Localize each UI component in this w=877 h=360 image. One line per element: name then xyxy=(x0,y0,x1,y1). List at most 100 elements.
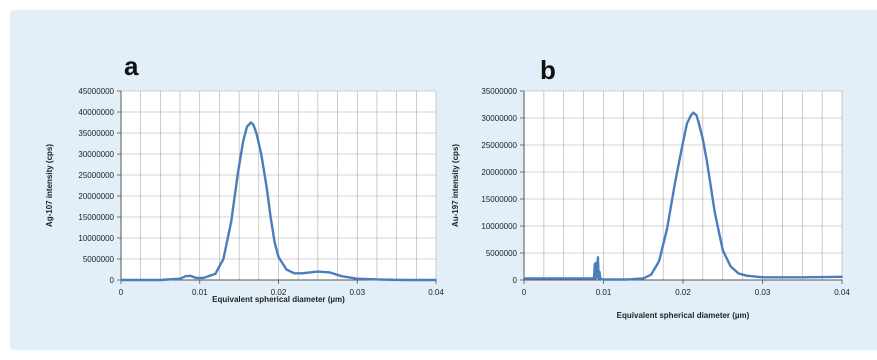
y-tick-label: 45000000 xyxy=(78,87,114,96)
y-tick-label: 5000000 xyxy=(83,255,115,264)
y-axis-title: Ag-107 intensity (cps) xyxy=(45,144,54,227)
y-tick-label: 40000000 xyxy=(78,108,114,117)
data-point xyxy=(523,277,525,280)
x-tick-label: 0.02 xyxy=(271,288,287,297)
data-point xyxy=(285,268,288,271)
data-point xyxy=(316,270,319,273)
data-point xyxy=(737,272,740,275)
y-axis-title: Au-197 intensity (cps) xyxy=(451,144,460,227)
y-tick-label: 25000000 xyxy=(78,171,114,180)
data-point xyxy=(593,277,595,280)
data-point xyxy=(642,277,645,280)
data-point xyxy=(698,122,700,125)
y-tick-label: 10000000 xyxy=(481,222,517,231)
data-point xyxy=(269,216,272,218)
chart-a: 0 5000000 10000000 15000000 20000000 25000000… xyxy=(45,51,444,304)
data-point xyxy=(356,277,359,280)
x-tick-label: 0.03 xyxy=(349,288,365,297)
data-point xyxy=(801,276,804,279)
y-tick-label: 0 xyxy=(513,276,518,285)
x-axis-title: Equivalent spherical diameter (µm) xyxy=(212,295,345,304)
data-point xyxy=(250,121,252,124)
x-tick-label: 0.02 xyxy=(675,288,691,297)
data-point xyxy=(690,114,692,117)
data-point xyxy=(340,275,343,278)
data-point xyxy=(598,271,601,273)
data-point xyxy=(189,274,192,277)
y-tick-label: 10000000 xyxy=(78,234,114,243)
y-tick-label: 0 xyxy=(110,276,115,285)
data-point xyxy=(721,249,724,252)
data-point xyxy=(403,279,406,281)
data-point xyxy=(597,277,600,280)
data-point xyxy=(650,273,653,276)
y-tick-label: 15000000 xyxy=(481,195,517,204)
y-tick-label: 5000000 xyxy=(486,249,518,258)
data-point xyxy=(705,160,708,163)
data-point xyxy=(222,258,225,260)
data-point xyxy=(202,277,205,279)
data-point xyxy=(761,276,764,279)
data-point xyxy=(595,261,598,264)
data-point xyxy=(658,260,661,262)
y-tick-label: 15000000 xyxy=(78,213,114,222)
x-tick-label: 0.04 xyxy=(428,288,444,297)
data-point xyxy=(692,111,695,114)
x-tick-label: 0.03 xyxy=(755,288,771,297)
y-tick-label: 30000000 xyxy=(481,114,517,123)
data-point xyxy=(599,278,602,280)
data-point xyxy=(695,114,698,117)
x-tick-label: 0.01 xyxy=(192,288,208,297)
data-point xyxy=(597,256,599,259)
data-point xyxy=(435,279,437,281)
y-tick-label: 20000000 xyxy=(78,192,114,201)
data-point xyxy=(120,279,122,281)
data-point xyxy=(596,276,599,279)
data-series-line xyxy=(524,111,843,281)
data-point xyxy=(593,262,596,265)
x-tick-label: 0.01 xyxy=(596,288,612,297)
data-point xyxy=(293,272,296,275)
y-tick-label: 20000000 xyxy=(481,168,517,177)
data-point xyxy=(179,277,181,280)
data-point xyxy=(246,125,248,128)
y-tick-label: 35000000 xyxy=(78,129,114,138)
data-point xyxy=(159,279,162,281)
y-tick-label: 25000000 xyxy=(481,141,517,150)
data-point xyxy=(214,272,217,275)
data-point xyxy=(602,278,605,281)
data-point xyxy=(255,132,258,134)
data-point xyxy=(236,174,239,176)
data-point xyxy=(273,241,276,244)
data-series-line xyxy=(121,121,436,282)
data-point xyxy=(379,278,382,281)
data-point xyxy=(745,274,748,277)
y-tick-label: 30000000 xyxy=(78,150,114,159)
data-point xyxy=(666,227,668,230)
panel-label: a xyxy=(124,51,139,81)
x-axis-title: Equivalent spherical diameter (µm) xyxy=(617,311,750,320)
data-point xyxy=(194,277,197,279)
data-point xyxy=(309,271,311,274)
data-point xyxy=(841,275,843,278)
data-point xyxy=(277,256,280,258)
x-tick-label: 0.04 xyxy=(834,288,850,297)
data-point xyxy=(674,181,676,184)
data-point xyxy=(252,123,255,126)
x-tick-label: 0 xyxy=(522,288,527,297)
x-tick-label: 0 xyxy=(119,288,124,297)
y-tick-label: 35000000 xyxy=(481,87,517,96)
chart-b: 0 5000000 10000000 15000000 20000000 25000000… xyxy=(451,55,850,320)
data-point xyxy=(328,271,331,274)
data-point xyxy=(713,211,716,214)
data-point xyxy=(729,265,732,268)
data-point xyxy=(230,220,233,223)
data-point xyxy=(682,141,684,144)
data-point xyxy=(301,272,304,275)
data-point xyxy=(626,278,629,281)
data-point xyxy=(562,277,565,280)
data-point xyxy=(701,138,704,141)
data-point xyxy=(184,275,187,278)
data-point xyxy=(265,186,268,189)
